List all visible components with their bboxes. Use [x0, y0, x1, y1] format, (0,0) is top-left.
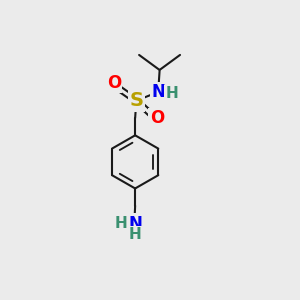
Text: N: N: [152, 83, 165, 101]
Text: H: H: [166, 86, 178, 101]
Text: O: O: [106, 74, 121, 92]
Text: H: H: [114, 216, 127, 231]
Text: O: O: [150, 110, 164, 128]
Text: H: H: [129, 227, 142, 242]
Text: N: N: [128, 215, 142, 233]
Text: S: S: [129, 91, 143, 110]
